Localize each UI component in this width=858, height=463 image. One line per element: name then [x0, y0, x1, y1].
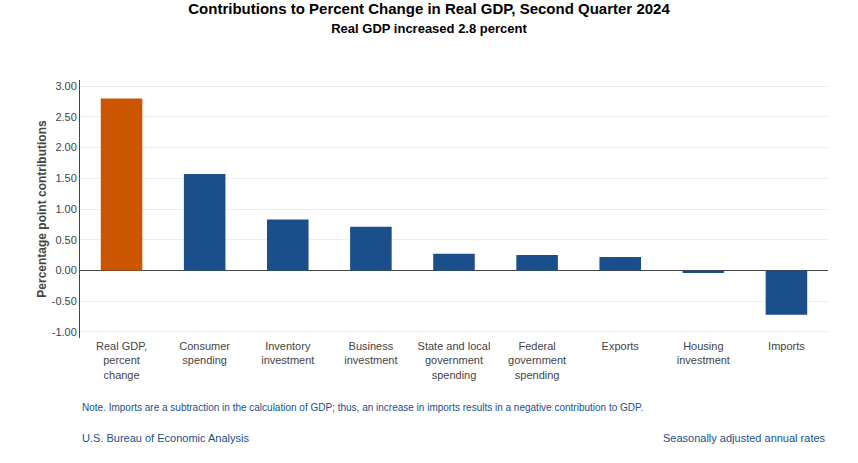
svg-text:-1.00: -1.00 [52, 326, 77, 338]
svg-text:1.00: 1.00 [55, 203, 76, 215]
svg-text:Housinginvestment: Housinginvestment [677, 340, 730, 366]
svg-text:Exports: Exports [602, 340, 640, 352]
svg-text:2.00: 2.00 [55, 141, 76, 153]
svg-text:1.50: 1.50 [55, 172, 76, 184]
svg-text:0.00: 0.00 [55, 264, 76, 276]
svg-text:U.S. Bureau of Economic Analys: U.S. Bureau of Economic Analysis [82, 432, 249, 444]
svg-text:Imports: Imports [768, 340, 805, 352]
svg-text:Real GDP,percentchange: Real GDP,percentchange [96, 340, 147, 381]
svg-text:Consumerspending: Consumerspending [179, 340, 230, 366]
svg-text:3.00: 3.00 [55, 80, 76, 92]
svg-text:-0.50: -0.50 [52, 295, 77, 307]
svg-text:Inventoryinvestment: Inventoryinvestment [261, 340, 314, 366]
svg-text:Businessinvestment: Businessinvestment [344, 340, 397, 366]
svg-text:Percentage point contributions: Percentage point contributions [35, 120, 49, 298]
svg-text:Federalgovernmentspending: Federalgovernmentspending [508, 340, 566, 381]
svg-text:2.50: 2.50 [55, 111, 76, 123]
svg-text:0.50: 0.50 [55, 234, 76, 246]
svg-text:Seasonally adjusted annual rat: Seasonally adjusted annual rates [663, 432, 826, 444]
svg-text:Contributions to Percent Chang: Contributions to Percent Change in Real … [188, 0, 670, 36]
svg-text:State and localgovernmentspend: State and localgovernmentspending [418, 340, 491, 381]
svg-text:Note. Imports are a subtractio: Note. Imports are a subtraction in the c… [82, 402, 643, 413]
